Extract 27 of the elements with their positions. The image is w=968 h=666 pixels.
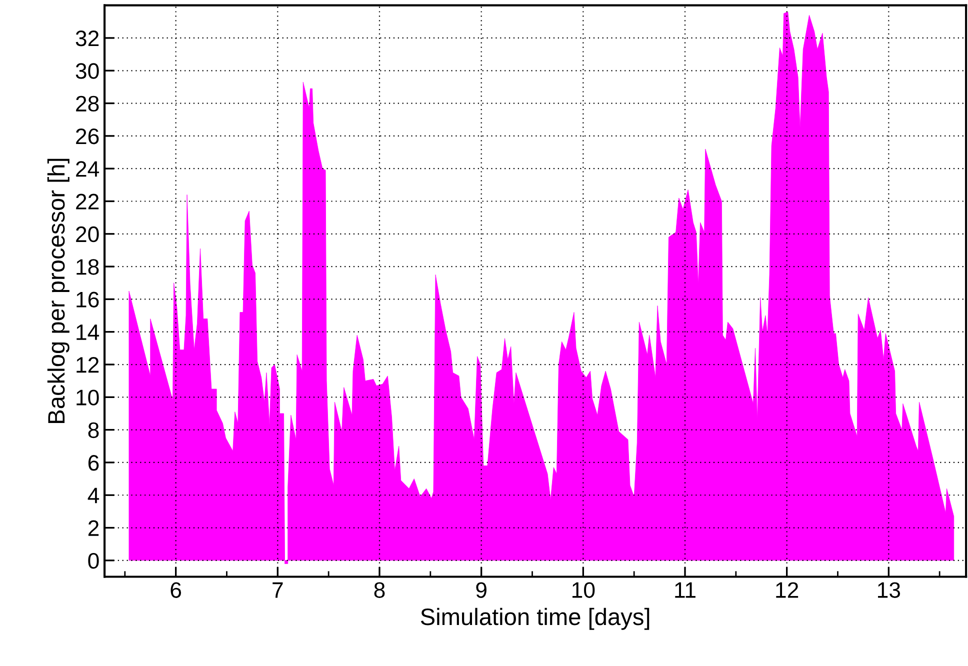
- y-tick-label: 20: [76, 226, 99, 242]
- y-tick-label: 6: [88, 455, 99, 471]
- x-tick-label: 13: [878, 582, 900, 598]
- y-tick-label: 18: [76, 259, 99, 275]
- y-tick-label: 12: [76, 357, 99, 373]
- y-tick-label: 28: [76, 96, 99, 112]
- x-axis-title: Simulation time [days]: [420, 608, 650, 630]
- x-tick-label: 12: [776, 582, 798, 598]
- y-tick-label: 26: [76, 128, 99, 144]
- y-tick-label: 16: [76, 292, 99, 308]
- y-tick-label: 14: [76, 324, 100, 340]
- y-tick-label: 8: [88, 422, 99, 438]
- y-axis-title: Backlog per processor [h]: [47, 158, 70, 423]
- x-tick-label: 11: [675, 582, 696, 598]
- y-tick-label: 0: [88, 552, 99, 569]
- y-tick-label: 24: [76, 161, 100, 177]
- x-tick-label: 6: [170, 582, 182, 598]
- y-tick-label: 10: [76, 390, 99, 406]
- y-tick-label: 4: [88, 488, 100, 504]
- x-tick-label: 10: [572, 582, 595, 598]
- x-tick-label: 7: [272, 582, 283, 598]
- y-tick-label: 22: [76, 194, 99, 210]
- x-tick-label: 9: [476, 582, 486, 598]
- x-tick-label: 8: [374, 582, 385, 598]
- y-tick-label: 30: [76, 63, 99, 79]
- y-tick-label: 32: [76, 30, 99, 46]
- y-tick-label: 2: [88, 520, 99, 536]
